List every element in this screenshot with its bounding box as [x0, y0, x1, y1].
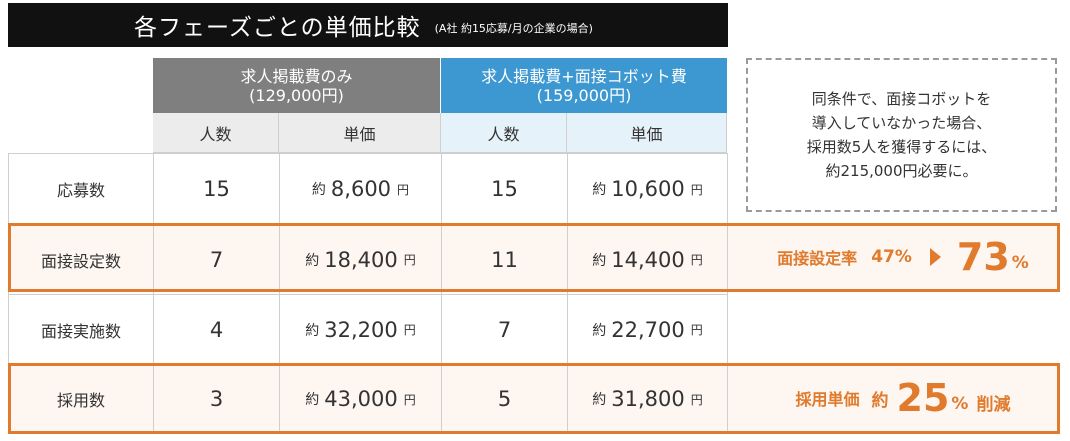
col-divider [8, 153, 9, 434]
group-header-posting-cobot-amount: (159,000円) [536, 85, 632, 105]
price-prefix: 約 [305, 252, 320, 269]
price-value: 43,000 [324, 387, 398, 411]
cell-count-b: 5 [497, 387, 512, 411]
price-prefix: 約 [305, 392, 320, 408]
stat-hire-value: 25 [896, 376, 950, 420]
row-label-interviews-held: 面接実施数 [40, 321, 121, 341]
highlight-box-hires [8, 363, 1060, 434]
cell-count-a: 4 [209, 317, 224, 342]
price-prefix: 約 [592, 322, 607, 339]
price-prefix: 約 [592, 392, 607, 408]
stat-hire-unit: % [951, 394, 969, 414]
cell-price-b: 約 31,800 円 [568, 365, 727, 433]
table-border-top [8, 153, 728, 154]
cell-price-a: 約 32,200 円 [280, 295, 441, 364]
price-value: 10,600 [611, 177, 685, 201]
price-prefix: 約 [305, 322, 320, 339]
stat-interview-rate: 面接設定率 47% 73 % [746, 222, 1060, 292]
cell-count-b: 7 [497, 317, 512, 342]
group-header-posting-only: 求人掲載費のみ (129,000円) [153, 58, 440, 113]
col-divider [727, 153, 728, 434]
price-suffix: 円 [690, 392, 703, 407]
page-title: 各フェーズごとの単価比較 [134, 15, 421, 41]
price-value: 8,600 [330, 177, 392, 201]
title-banner: 各フェーズごとの単価比較 (A社 約15応募/月の企業の場合) [8, 3, 728, 47]
price-prefix: 約 [592, 252, 607, 269]
price-suffix: 円 [397, 182, 410, 197]
group-header-posting-only-amount: (129,000円) [249, 85, 344, 105]
note-line: 同条件で、面接コボットを [811, 90, 992, 108]
arrow-right-icon [929, 248, 941, 266]
price-value: 18,400 [324, 247, 398, 272]
stat-interview-label: 面接設定率 [777, 249, 858, 268]
price-suffix: 円 [690, 182, 703, 197]
price-value: 22,700 [611, 317, 685, 342]
group-header-posting-only-title: 求人掲載費のみ [240, 66, 353, 86]
stat-hire-suffix: 削減 [976, 394, 1011, 415]
col-divider [441, 153, 442, 434]
subheader-price-a: 単価 [279, 113, 441, 153]
price-suffix: 円 [403, 253, 416, 267]
subheader-count-a: 人数 [153, 113, 279, 153]
row-highlight-bg-hire [10, 365, 1057, 431]
price-value: 14,400 [611, 247, 685, 272]
stat-hire-cost: 採用単価 約 25 % 削減 [746, 362, 1060, 434]
col-divider [153, 153, 154, 434]
cell-price-b: 約 22,700 円 [568, 295, 727, 364]
stat-interview-after: 73 [956, 235, 1010, 279]
cell-price-a: 約 18,400 円 [280, 225, 441, 294]
cell-price-b: 約 14,400 円 [568, 225, 727, 294]
cell-count-b: 15 [491, 177, 518, 201]
cell-count-b: 11 [491, 247, 518, 272]
page-subtitle: (A社 約15応募/月の企業の場合) [434, 22, 593, 35]
subheader-count-b: 人数 [441, 113, 567, 153]
cell-count-a: 7 [209, 247, 224, 272]
col-divider [279, 153, 280, 434]
cell-price-b: 約 10,600 円 [568, 154, 727, 224]
row-label-interviews-scheduled: 面接設定数 [40, 251, 121, 271]
price-suffix: 円 [403, 323, 416, 337]
note-box: 同条件で、面接コボットを 導入していなかった場合、 採用数5人を獲得するには、 … [746, 58, 1057, 212]
stat-interview-before: 47% [871, 247, 912, 267]
row-label-hires: 採用数 [56, 391, 105, 410]
note-line: 採用数5人を獲得するには、 [806, 138, 997, 156]
price-prefix: 約 [311, 182, 326, 198]
group-header-posting-cobot-title: 求人掲載費+面接コボット費 [481, 66, 687, 86]
cell-count-a: 15 [203, 177, 230, 201]
price-value: 32,200 [324, 317, 398, 342]
row-label-applications: 応募数 [56, 181, 105, 200]
col-divider [567, 153, 568, 434]
note-line: 約215,000円必要に。 [825, 162, 978, 180]
group-header-posting-cobot: 求人掲載費+面接コボット費 (159,000円) [441, 58, 727, 113]
cell-price-a: 約 43,000 円 [280, 365, 441, 433]
price-suffix: 円 [690, 253, 703, 267]
cell-price-a: 約 8,600 円 [280, 154, 441, 224]
row-highlight-bg-interview [10, 225, 1057, 289]
stat-interview-unit: % [1011, 253, 1029, 273]
price-suffix: 円 [690, 323, 703, 337]
price-prefix: 約 [592, 182, 607, 198]
stat-hire-prefix: 約 [871, 390, 889, 411]
row-divider [8, 294, 728, 295]
price-value: 31,800 [611, 387, 685, 411]
price-suffix: 円 [403, 392, 416, 407]
note-line: 導入していなかった場合、 [811, 114, 992, 132]
highlight-box-interviews-scheduled [8, 223, 1060, 292]
stat-hire-label: 採用単価 [795, 390, 860, 409]
cell-count-a: 3 [209, 387, 224, 411]
subheader-price-b: 単価 [567, 113, 727, 153]
